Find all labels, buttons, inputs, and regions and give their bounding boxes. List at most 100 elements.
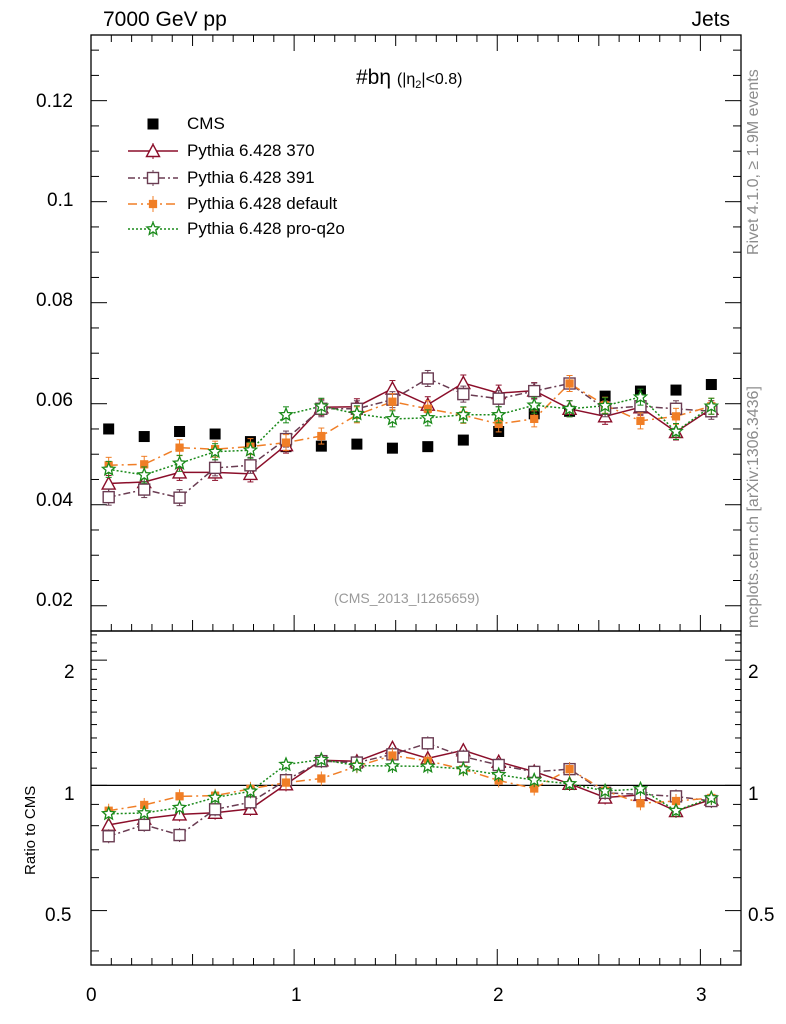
ratio-point-pythia-6-428-pro-q2o: [632, 780, 649, 796]
ratio-point-pythia-6-428-default: [388, 751, 397, 760]
point-pythia-6-428-pro-q2o: [384, 410, 401, 426]
legend-label-cms: CMS: [187, 114, 225, 133]
ratio-line-pythia-6-428-370: [108, 747, 712, 826]
point-cms: [457, 434, 469, 446]
ratio-plot-frame: [90, 630, 742, 966]
y-tick-label: 0.02: [36, 590, 73, 611]
point-cms: [351, 438, 363, 450]
ratio-point-pythia-6-428-pro-q2o: [420, 758, 436, 774]
point-pythia-6-428-pro-q2o: [207, 443, 223, 459]
point-cms: [599, 390, 611, 402]
main-plot-marks: [100, 369, 720, 507]
y-tick-label: 0.08: [36, 290, 73, 311]
legend-label-391: Pythia 6.428 391: [187, 168, 315, 187]
point-cms: [138, 431, 150, 443]
ratio-tick-label-right: 2: [748, 662, 759, 683]
point-pythia-6-428-pro-q2o: [313, 398, 330, 413]
point-pythia-6-428-391: [102, 490, 115, 504]
ratio-point-pythia-6-428-pro-q2o: [561, 775, 578, 791]
legend-marker-pythia-6-428-pro-q2o: [145, 220, 161, 236]
ratio-point-pythia-6-428-default: [530, 784, 539, 793]
series-line-pythia-6-428-default: [108, 382, 712, 467]
ratio-point-pythia-6-428-pro-q2o: [597, 782, 613, 798]
ratio-point-pythia-6-428-391: [102, 830, 115, 843]
point-pythia-6-428-pro-q2o: [278, 406, 294, 422]
ratio-point-pythia-6-428-pro-q2o: [313, 751, 330, 767]
ratio-point-pythia-6-428-391: [457, 750, 470, 763]
ratio-point-pythia-6-428-pro-q2o: [384, 757, 401, 773]
point-pythia-6-428-pro-q2o: [703, 398, 720, 413]
plot-title-sub-end: |<0.8): [421, 71, 463, 88]
x-tick-label: 2: [493, 985, 504, 1006]
point-pythia-6-428-pro-q2o: [171, 455, 188, 471]
ratio-tick-label-right: 0.5: [748, 905, 775, 926]
point-pythia-6-428-default: [565, 379, 574, 388]
ratio-point-pythia-6-428-default: [671, 796, 681, 806]
ratio-point-pythia-6-428-pro-q2o: [207, 789, 223, 805]
plot-title-sub-text: (|η: [396, 71, 416, 88]
analysis-id: (CMS_2013_I1265659): [334, 590, 480, 606]
point-cms: [315, 440, 327, 452]
ratio-plot-marks: [100, 736, 720, 844]
point-pythia-6-428-default: [317, 431, 326, 441]
point-pythia-6-428-pro-q2o: [349, 405, 365, 421]
point-pythia-6-428-default: [175, 443, 184, 452]
legend-label-pro-q2o: Pythia 6.428 pro-q2o: [187, 219, 345, 238]
ratio-point-pythia-6-428-default: [175, 792, 184, 801]
point-pythia-6-428-default: [671, 412, 681, 421]
point-cms: [670, 384, 682, 396]
point-pythia-6-428-default: [281, 438, 291, 447]
plot-title: #bη (|η2|<0.8): [356, 66, 462, 91]
ratio-point-pythia-6-428-391: [421, 737, 434, 750]
point-pythia-6-428-391: [492, 392, 505, 405]
point-pythia-6-428-default: [423, 404, 432, 413]
point-pythia-6-428-391: [457, 387, 470, 401]
point-cms: [386, 442, 398, 454]
point-pythia-6-428-default: [494, 419, 503, 429]
ratio-point-pythia-6-428-pro-q2o: [526, 771, 542, 787]
ratio-point-pythia-6-428-pro-q2o: [455, 760, 472, 776]
plot-title-sub-index: 2: [415, 79, 422, 92]
ratio-point-pythia-6-428-391: [173, 828, 186, 842]
ratio-tick-label-left: 2: [64, 662, 75, 683]
ratio-point-pythia-6-428-pro-q2o: [278, 756, 294, 772]
point-pythia-6-428-pro-q2o: [597, 397, 613, 413]
ratio-tick-label-left: 1: [64, 784, 75, 805]
ratio-point-pythia-6-428-pro-q2o: [703, 789, 720, 805]
ratio-point-pythia-6-428-default: [317, 774, 326, 783]
y-tick-label: 0.1: [47, 190, 74, 211]
ratio-point-pythia-6-428-pro-q2o: [242, 783, 259, 799]
header-right: Jets: [691, 8, 730, 31]
ratio-point-pythia-6-428-391: [208, 803, 222, 816]
point-pythia-6-428-391: [528, 384, 541, 398]
legend-label-370: Pythia 6.428 370: [187, 141, 315, 160]
series-line-pythia-6-428-pro-q2o: [108, 396, 712, 476]
point-pythia-6-428-391: [244, 459, 257, 472]
y-tick-label: 0.04: [36, 490, 73, 511]
side-text-mcplots: mcplots.cern.ch [arXiv:1306.3436]: [745, 386, 762, 628]
point-pythia-6-428-391: [173, 491, 186, 504]
side-text-rivet: Rivet 4.1.0, ≥ 1.9M events: [745, 69, 762, 255]
point-pythia-6-428-pro-q2o: [526, 396, 543, 412]
legend-marker-pythia-6-428-370: [145, 143, 161, 158]
ratio-line-pythia-6-428-pro-q2o: [108, 758, 712, 815]
ratio-point-pythia-6-428-391: [138, 818, 151, 832]
ratio-point-pythia-6-428-391: [244, 796, 257, 809]
point-cms: [209, 428, 221, 440]
header-left: 7000 GeV pp: [103, 8, 227, 31]
point-pythia-6-428-pro-q2o: [100, 461, 117, 476]
plot-title-main: #bη: [356, 66, 392, 89]
point-pythia-6-428-391: [138, 483, 151, 496]
ratio-ylabel: Ratio to CMS: [22, 785, 39, 875]
point-pythia-6-428-391: [421, 372, 434, 385]
ratio-tick-label-right: 1: [748, 784, 759, 805]
y-tick-label: 0.06: [36, 390, 73, 411]
ratio-point-pythia-6-428-pro-q2o: [136, 804, 152, 820]
point-pythia-6-428-default: [388, 397, 397, 406]
point-pythia-6-428-default: [636, 416, 645, 426]
point-pythia-6-428-pro-q2o: [490, 406, 507, 422]
point-pythia-6-428-default: [140, 460, 149, 469]
point-pythia-6-428-370: [171, 464, 188, 479]
x-tick-label: 1: [291, 985, 302, 1006]
